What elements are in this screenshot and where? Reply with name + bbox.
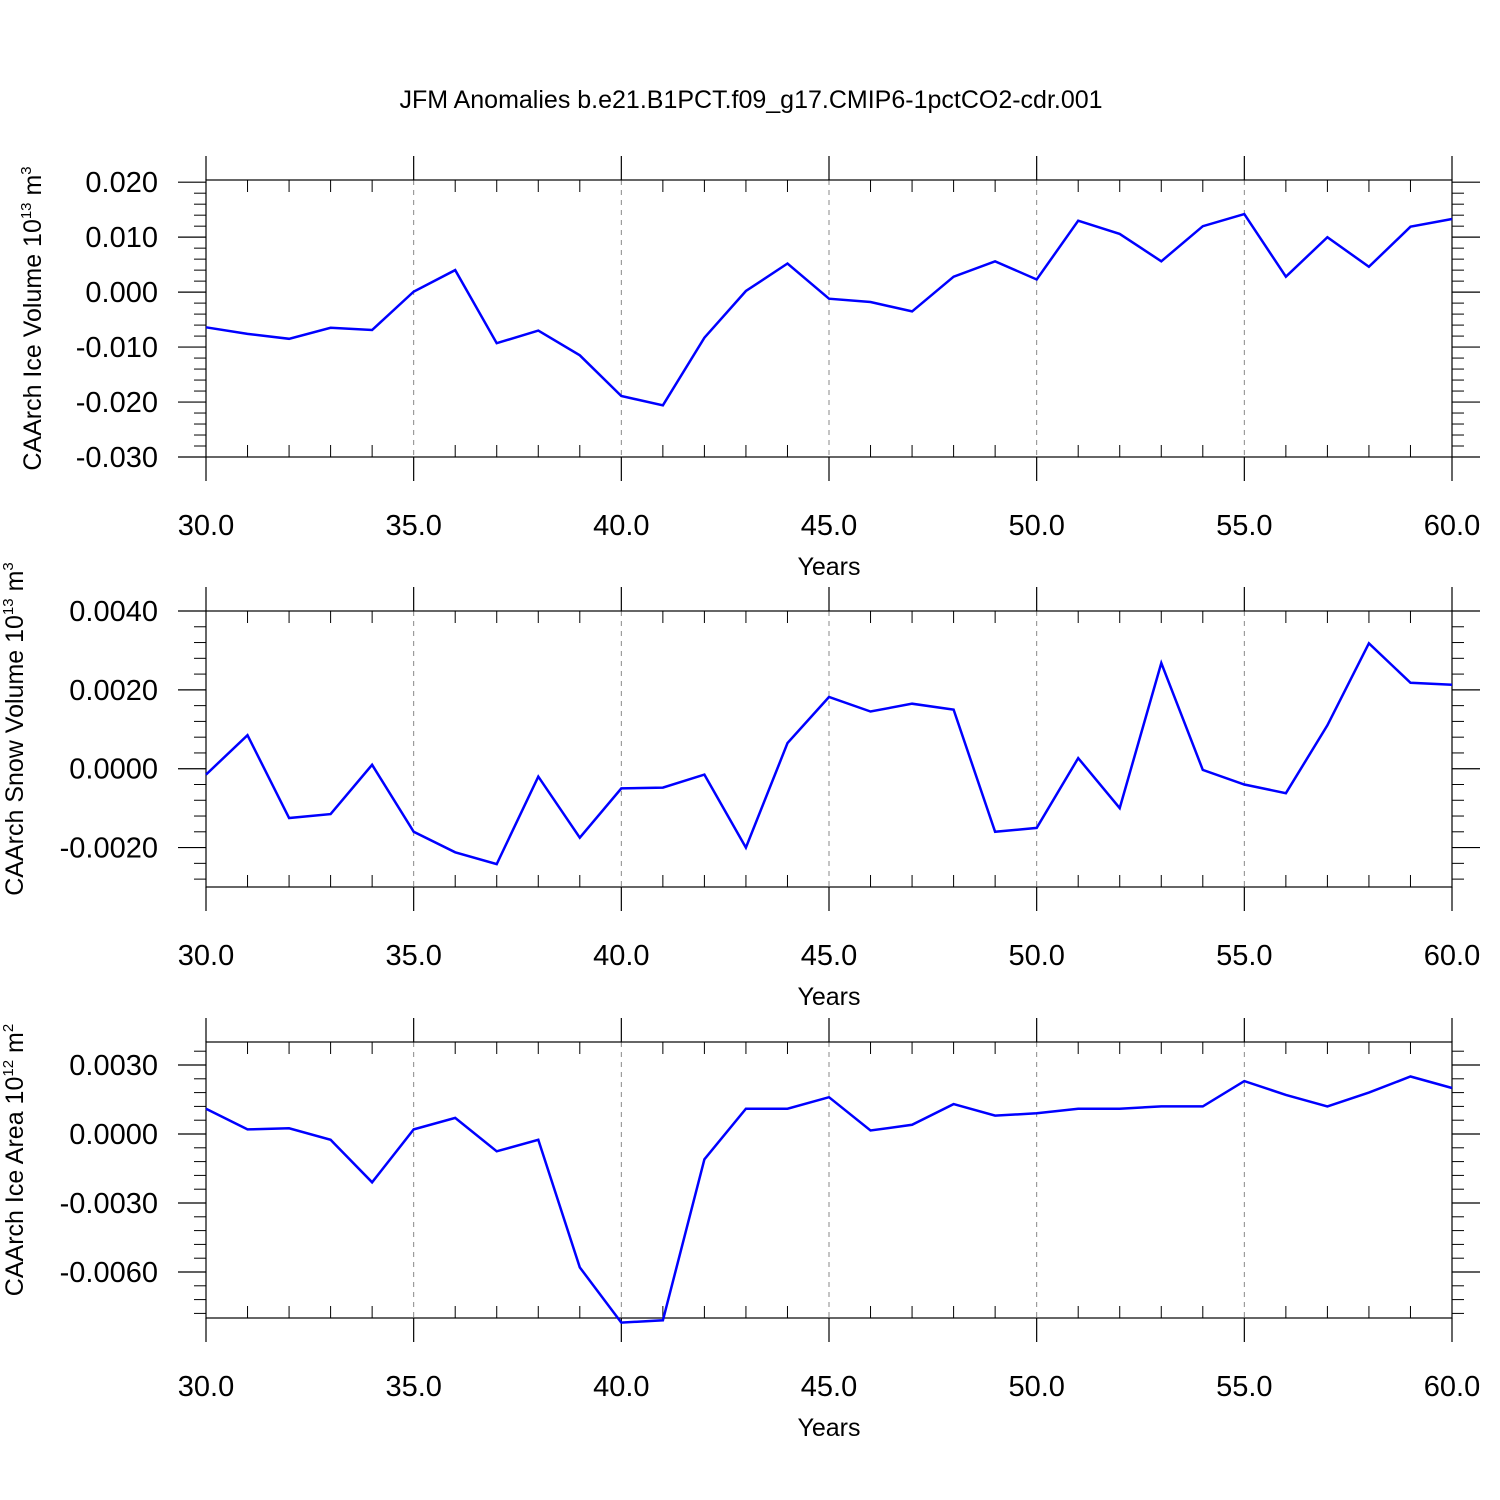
x-axis-label: Years	[797, 983, 860, 1011]
x-tick-label: 45.0	[801, 510, 857, 542]
chart-panels: 30.0 35.0 40.0 45.0 50.0 55.0 60.0 -0.030 -0.020…	[0, 156, 1480, 1442]
y-axis-label-unit: m	[1, 1032, 29, 1060]
x-tick-label: 60.0	[1424, 940, 1480, 972]
y-axis-label-sup: 12	[0, 1060, 17, 1077]
x-tick-label: 60.0	[1424, 510, 1480, 542]
y-tick-label: -0.020	[76, 387, 158, 419]
panel-ice-volume: 30.0 35.0 40.0 45.0 50.0 55.0 60.0 -0.030 -0.020…	[18, 156, 1480, 581]
y-axis-label-main: CAArch Ice Volume 10	[19, 219, 47, 471]
y-tick-label: -0.030	[76, 442, 158, 474]
panel-ice-area: 30.0 35.0 40.0 45.0 50.0 55.0 60.0 -0.0060 -0.00…	[0, 1018, 1480, 1442]
x-tick-label: 30.0	[178, 1371, 234, 1403]
y-tick-label: 0.010	[85, 222, 158, 254]
y-axis-label-sup: 13	[0, 598, 17, 615]
x-tick-label: 40.0	[593, 510, 649, 542]
x-axis-label: Years	[797, 1414, 860, 1442]
y-axis-label: CAArch Ice Area 1012 m2	[0, 1024, 29, 1296]
plot-frame	[205, 179, 1453, 458]
y-axis-label: CAArch Ice Volume 1013 m3	[18, 166, 47, 470]
y-tick-label: 0.0040	[69, 596, 158, 628]
x-tick-label: 50.0	[1008, 1371, 1064, 1403]
x-tick-label: 50.0	[1008, 940, 1064, 972]
y-axis-label-unit-sup: 3	[18, 166, 35, 174]
panel-snow-volume: 30.0 35.0 40.0 45.0 50.0 55.0 60.0 -0.0020 0.000…	[0, 562, 1480, 1011]
y-tick-label: 0.000	[85, 277, 158, 309]
y-tick-label: 0.020	[85, 167, 158, 199]
x-tick-label: 50.0	[1008, 510, 1064, 542]
y-axis-label: CAArch Snow Volume 1013 m3	[0, 562, 29, 896]
y-axis-label-unit: m	[1, 571, 29, 599]
x-tick-label: 55.0	[1216, 1371, 1272, 1403]
y-tick-label: -0.0060	[60, 1257, 158, 1289]
x-tick-label: 30.0	[178, 510, 234, 542]
plot-frame	[205, 610, 1453, 888]
x-tick-label: 55.0	[1216, 940, 1272, 972]
x-tick-label: 35.0	[385, 1371, 441, 1403]
y-tick-label: 0.0000	[69, 754, 158, 786]
y-axis-label-unit: m	[19, 175, 47, 203]
y-tick-label: 0.0000	[69, 1119, 158, 1151]
x-tick-label: 60.0	[1424, 1371, 1480, 1403]
x-tick-label: 45.0	[801, 940, 857, 972]
y-axis-label-sup: 13	[18, 202, 35, 219]
y-axis-label-main: CAArch Ice Area 10	[1, 1077, 29, 1297]
x-tick-label: 40.0	[593, 1371, 649, 1403]
y-axis-label-main: CAArch Snow Volume 10	[1, 615, 29, 896]
x-tick-label: 35.0	[385, 510, 441, 542]
x-tick-label: 45.0	[801, 1371, 857, 1403]
y-axis-label-unit-sup: 3	[0, 562, 17, 570]
y-tick-label: 0.0030	[69, 1050, 158, 1082]
plot-frame	[205, 1041, 1453, 1319]
y-tick-label: -0.010	[76, 332, 158, 364]
x-axis-label: Years	[797, 553, 860, 581]
x-tick-label: 30.0	[178, 940, 234, 972]
y-tick-label: 0.0020	[69, 675, 158, 707]
main-title: JFM Anomalies b.e21.B1PCT.f09_g17.CMIP6-…	[399, 86, 1102, 114]
x-tick-label: 55.0	[1216, 510, 1272, 542]
y-tick-label: -0.0020	[60, 833, 158, 865]
x-tick-label: 40.0	[593, 940, 649, 972]
y-axis-label-unit-sup: 2	[0, 1024, 17, 1032]
x-tick-label: 35.0	[385, 940, 441, 972]
y-tick-label: -0.0030	[60, 1188, 158, 1220]
